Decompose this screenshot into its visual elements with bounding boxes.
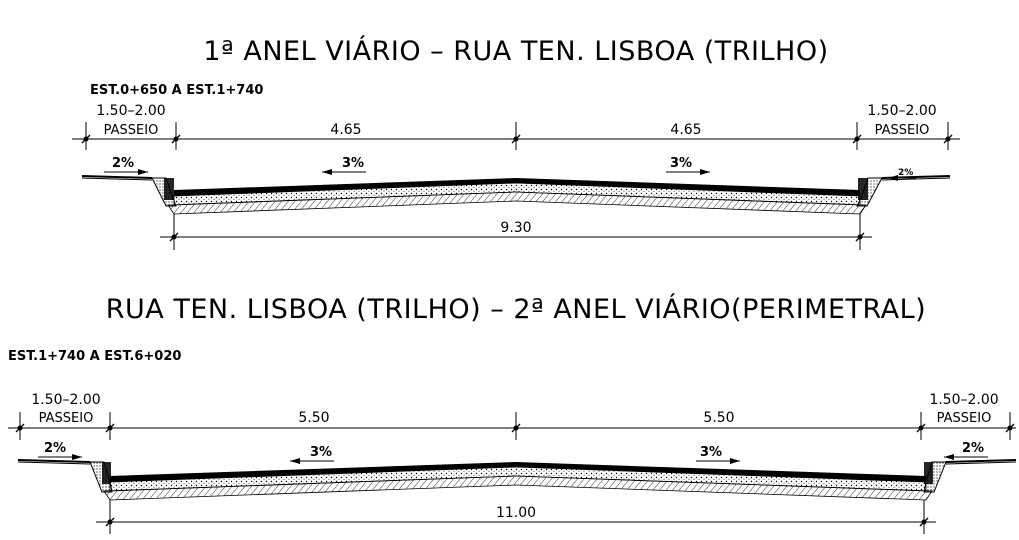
- section-2-total-width: 11.00: [496, 505, 536, 521]
- section-1-slopes: 2% 3% 3% 2%: [104, 156, 916, 181]
- section-1-lane-right-width: 4.65: [670, 122, 701, 138]
- section-2-right-sidewalk-label: PASSEIO: [937, 411, 992, 426]
- section-2-right-sidewalk-width: 1.50–2.00: [929, 392, 998, 408]
- section-1-bottom-dimension: [160, 214, 872, 250]
- section-2-lane-left-width: 5.50: [298, 410, 329, 426]
- section-2-slope-lane-right: 3%: [700, 445, 722, 460]
- section-2-top-dimension: [8, 412, 1016, 440]
- section-1-right-sidewalk-width: 1.50–2.00: [867, 103, 936, 119]
- section-2-left-sidewalk-label: PASSEIO: [39, 411, 94, 426]
- section-1-total-width: 9.30: [500, 220, 531, 236]
- section-2: RUA TEN. LISBOA (TRILHO) – 2ª ANEL VIÁRI…: [8, 293, 1017, 534]
- section-1-left-sidewalk-label: PASSEIO: [104, 123, 159, 138]
- section-2-slopes: 2% 3% 3% 2%: [38, 441, 988, 464]
- section-2-slope-sidewalk-left: 2%: [44, 441, 66, 456]
- section-2-title: RUA TEN. LISBOA (TRILHO) – 2ª ANEL VIÁRI…: [106, 293, 926, 325]
- section-2-slope-lane-left: 3%: [310, 445, 332, 460]
- section-1-top-dimension: [72, 122, 960, 150]
- section-1-road-profile: [81, 175, 951, 215]
- section-1-title: 1ª ANEL VIÁRIO – RUA TEN. LISBOA (TRILHO…: [203, 35, 828, 67]
- section-1-slope-sidewalk-right: 2%: [898, 168, 913, 178]
- section-2-left-sidewalk-width: 1.50–2.00: [31, 392, 100, 408]
- section-1-slope-lane-right: 3%: [670, 156, 692, 171]
- section-1-slope-sidewalk-left: 2%: [112, 156, 134, 171]
- section-2-road-profile: [17, 459, 1017, 501]
- section-1-left-sidewalk-width: 1.50–2.00: [96, 103, 165, 119]
- section-1-slope-lane-left: 3%: [342, 156, 364, 171]
- section-1-range: EST.0+650 A EST.1+740: [90, 83, 263, 98]
- section-1-lane-left-width: 4.65: [330, 122, 361, 138]
- section-2-slope-sidewalk-right: 2%: [962, 441, 984, 456]
- section-2-range: EST.1+740 A EST.6+020: [8, 349, 181, 364]
- section-2-bottom-dimension: [96, 500, 936, 534]
- section-1-right-sidewalk-label: PASSEIO: [875, 123, 930, 138]
- section-1: 1ª ANEL VIÁRIO – RUA TEN. LISBOA (TRILHO…: [72, 35, 960, 250]
- section-2-lane-right-width: 5.50: [703, 410, 734, 426]
